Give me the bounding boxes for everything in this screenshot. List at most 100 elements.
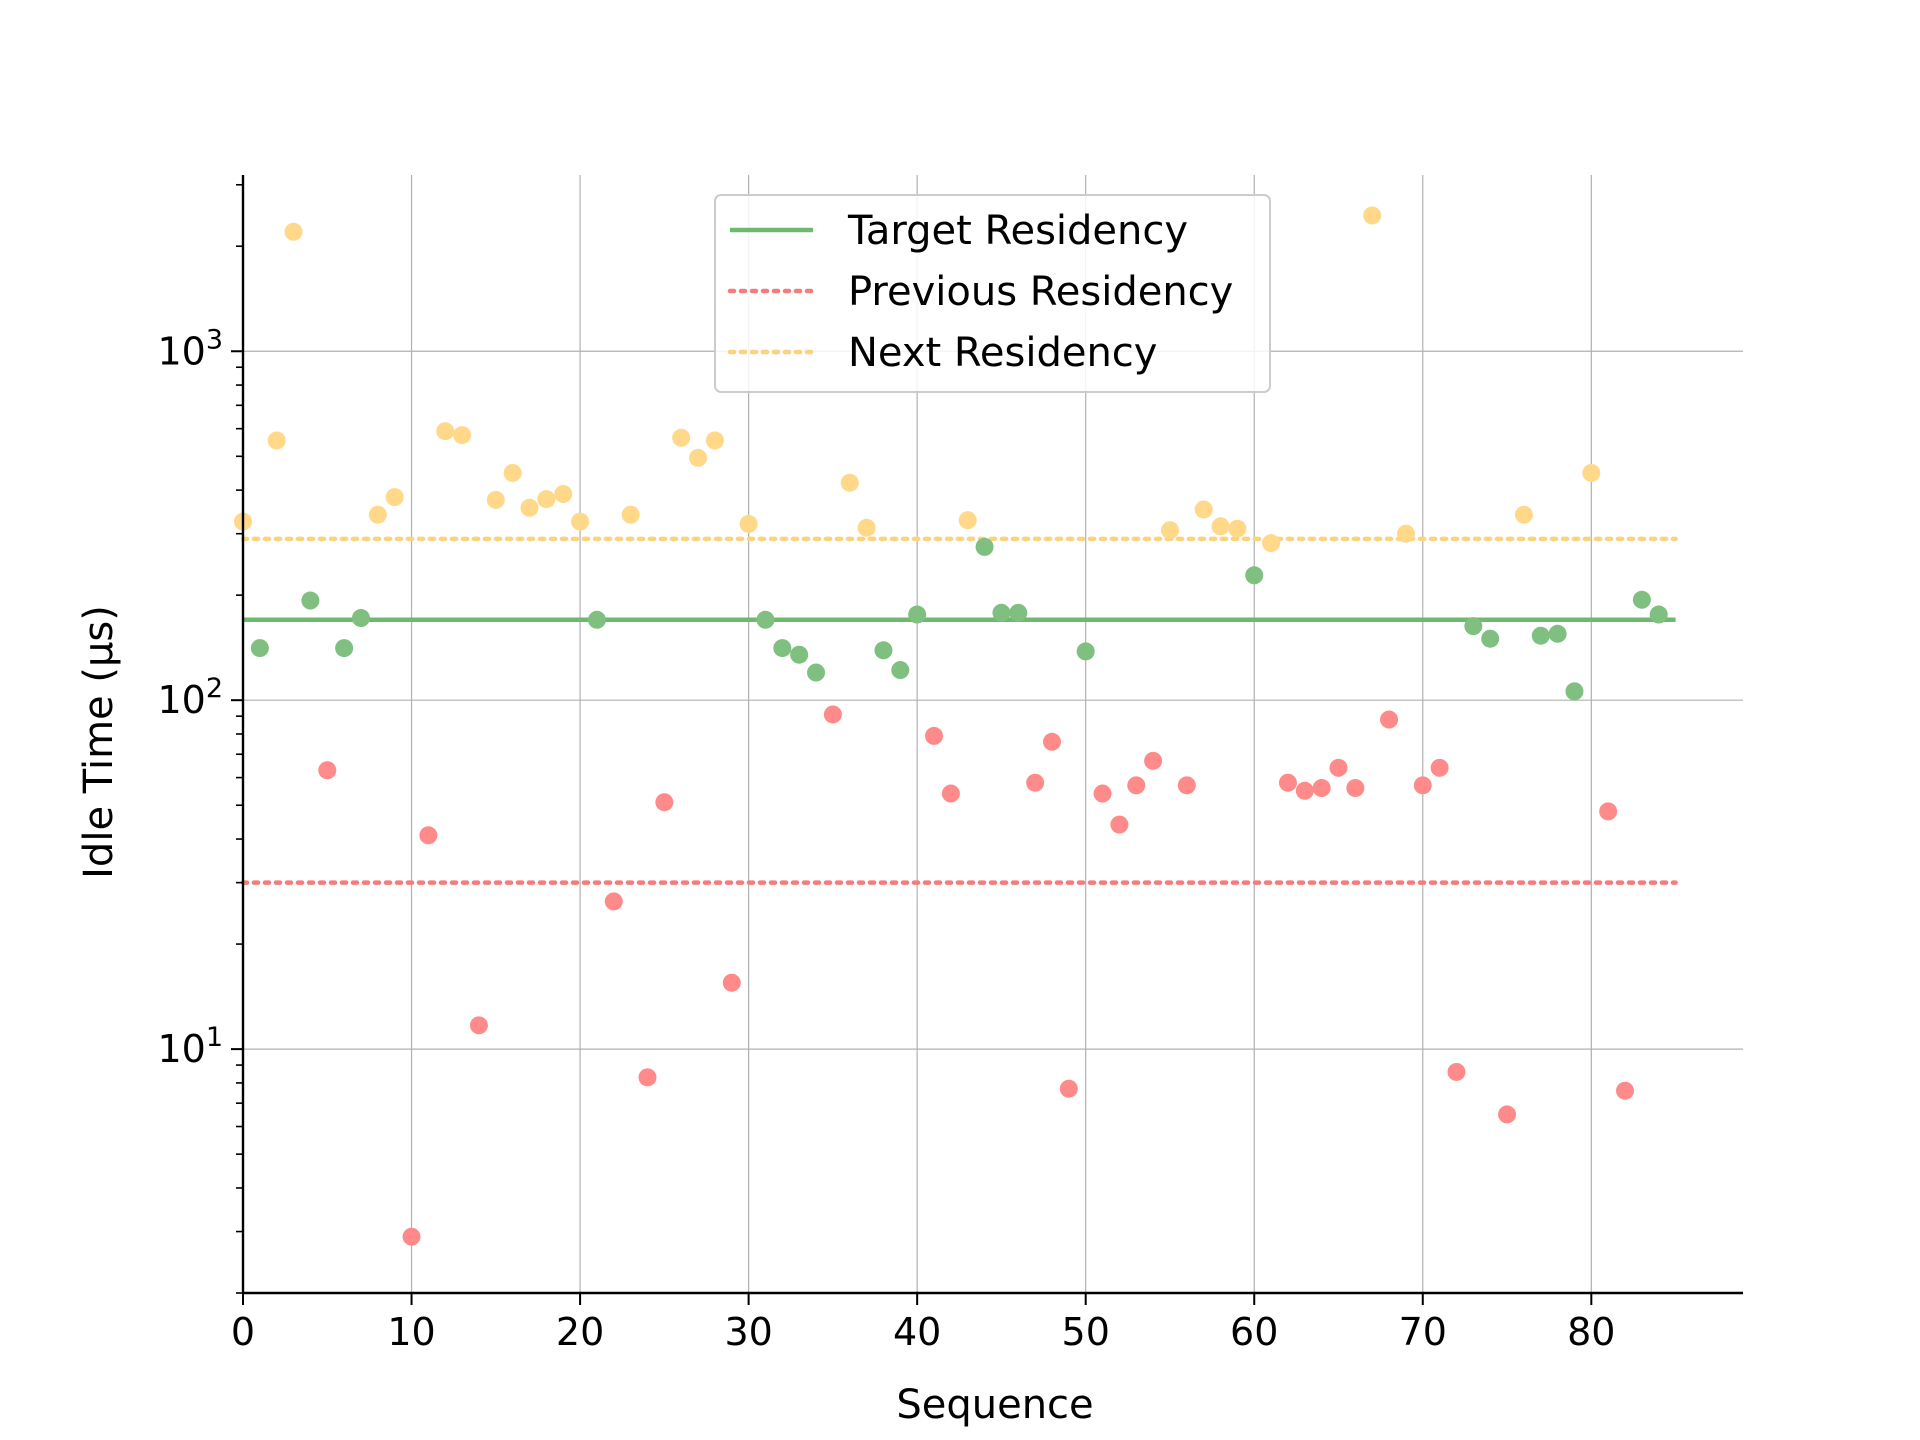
- data-point-next: [857, 518, 876, 537]
- x-tick-label: 60: [1230, 1310, 1278, 1354]
- data-point-target: [874, 641, 893, 660]
- data-point-previous: [1144, 751, 1163, 770]
- data-point-previous: [925, 726, 944, 745]
- reference-lines: [240, 536, 1678, 885]
- data-point-next: [1194, 500, 1213, 519]
- data-point-target: [807, 663, 826, 682]
- data-point-next: [284, 222, 303, 241]
- data-point-target: [1565, 682, 1584, 701]
- data-point-previous: [1059, 1079, 1078, 1098]
- x-axis-title: Sequence: [896, 1382, 1093, 1428]
- data-point-previous: [655, 793, 674, 812]
- data-point-next: [1396, 524, 1415, 543]
- data-point-previous: [941, 784, 960, 803]
- data-point-next: [840, 473, 859, 492]
- data-point-next: [1262, 534, 1281, 553]
- data-point-previous: [402, 1227, 421, 1246]
- data-point-next: [520, 498, 539, 517]
- data-point-previous: [1380, 710, 1399, 729]
- data-point-previous: [1127, 776, 1146, 795]
- data-point-next: [705, 431, 724, 450]
- data-point-target: [1649, 605, 1668, 624]
- data-point-next: [689, 448, 708, 467]
- data-point-next: [1582, 463, 1601, 482]
- data-point-target: [1076, 642, 1095, 661]
- data-point-target: [1009, 603, 1028, 622]
- data-point-target: [773, 639, 792, 658]
- data-point-next: [436, 422, 455, 441]
- data-point-previous: [604, 892, 623, 911]
- y-tick-label: 101: [157, 1022, 223, 1071]
- legend-label: Target Residency: [847, 208, 1188, 254]
- data-point-target: [975, 537, 994, 556]
- data-point-next: [368, 505, 387, 524]
- data-point-next: [486, 490, 505, 509]
- legend-box: [714, 194, 1271, 393]
- data-point-target: [908, 605, 927, 624]
- data-point-next: [537, 490, 556, 509]
- data-point-previous: [1177, 776, 1196, 795]
- data-point-previous: [823, 705, 842, 724]
- data-point-next: [385, 488, 404, 507]
- x-tick-label: 50: [1062, 1310, 1110, 1354]
- data-points: [234, 206, 1668, 1246]
- data-point-next: [1363, 206, 1382, 225]
- data-point-previous: [1026, 773, 1045, 792]
- data-point-previous: [1616, 1081, 1635, 1100]
- data-point-target: [1548, 624, 1567, 643]
- data-point-previous: [1312, 779, 1331, 798]
- data-point-previous: [1498, 1105, 1517, 1124]
- data-point-target: [1245, 566, 1264, 585]
- data-point-next: [621, 505, 640, 524]
- x-tick-label: 30: [724, 1310, 772, 1354]
- x-tick-label: 20: [556, 1310, 604, 1354]
- legend-label: Previous Residency: [848, 269, 1233, 315]
- data-point-previous: [1447, 1062, 1466, 1081]
- data-point-target: [1481, 629, 1500, 648]
- data-point-target: [790, 645, 809, 664]
- data-point-previous: [1329, 758, 1348, 777]
- data-point-previous: [1110, 815, 1129, 834]
- tick-labels: 0 10 20 30 40 50 60 70 80 101 102 103: [157, 324, 1615, 1354]
- data-point-target: [301, 591, 320, 610]
- x-tick-label: 70: [1399, 1310, 1447, 1354]
- data-point-previous: [722, 973, 741, 992]
- data-point-next: [1160, 521, 1179, 540]
- y-tick-label: 102: [157, 673, 223, 722]
- data-point-target: [891, 661, 910, 680]
- data-point-previous: [1295, 781, 1314, 800]
- data-point-previous: [469, 1016, 488, 1035]
- legend-label: Next Residency: [848, 330, 1157, 376]
- data-point-previous: [1413, 776, 1432, 795]
- data-point-previous: [1093, 784, 1112, 803]
- data-point-next: [1514, 505, 1533, 524]
- y-axis-title: Idle Time (µs): [76, 605, 122, 879]
- data-point-next: [267, 431, 286, 450]
- y-tick-label: 103: [157, 324, 223, 373]
- data-point-next: [453, 426, 472, 445]
- data-point-previous: [1346, 779, 1365, 798]
- data-point-next: [503, 463, 522, 482]
- data-point-next: [1211, 517, 1230, 536]
- x-tick-label: 40: [893, 1310, 941, 1354]
- data-point-previous: [419, 826, 438, 845]
- data-point-previous: [1042, 732, 1061, 751]
- data-point-previous: [1599, 802, 1618, 821]
- legend: Target Residency Previous Residency Next R…: [714, 194, 1271, 393]
- data-point-target: [1464, 617, 1483, 636]
- x-tick-label: 80: [1567, 1310, 1615, 1354]
- data-point-previous: [638, 1068, 657, 1087]
- data-point-previous: [1430, 758, 1449, 777]
- data-point-target: [351, 609, 370, 628]
- data-point-next: [554, 484, 573, 503]
- data-point-target: [756, 610, 775, 629]
- data-point-next: [1228, 519, 1247, 538]
- data-point-target: [992, 603, 1011, 622]
- data-point-previous: [1278, 773, 1297, 792]
- data-point-target: [1531, 626, 1550, 645]
- data-point-next: [672, 428, 691, 447]
- data-point-target: [250, 639, 269, 658]
- axes: [231, 175, 1743, 1305]
- data-point-target: [587, 610, 606, 629]
